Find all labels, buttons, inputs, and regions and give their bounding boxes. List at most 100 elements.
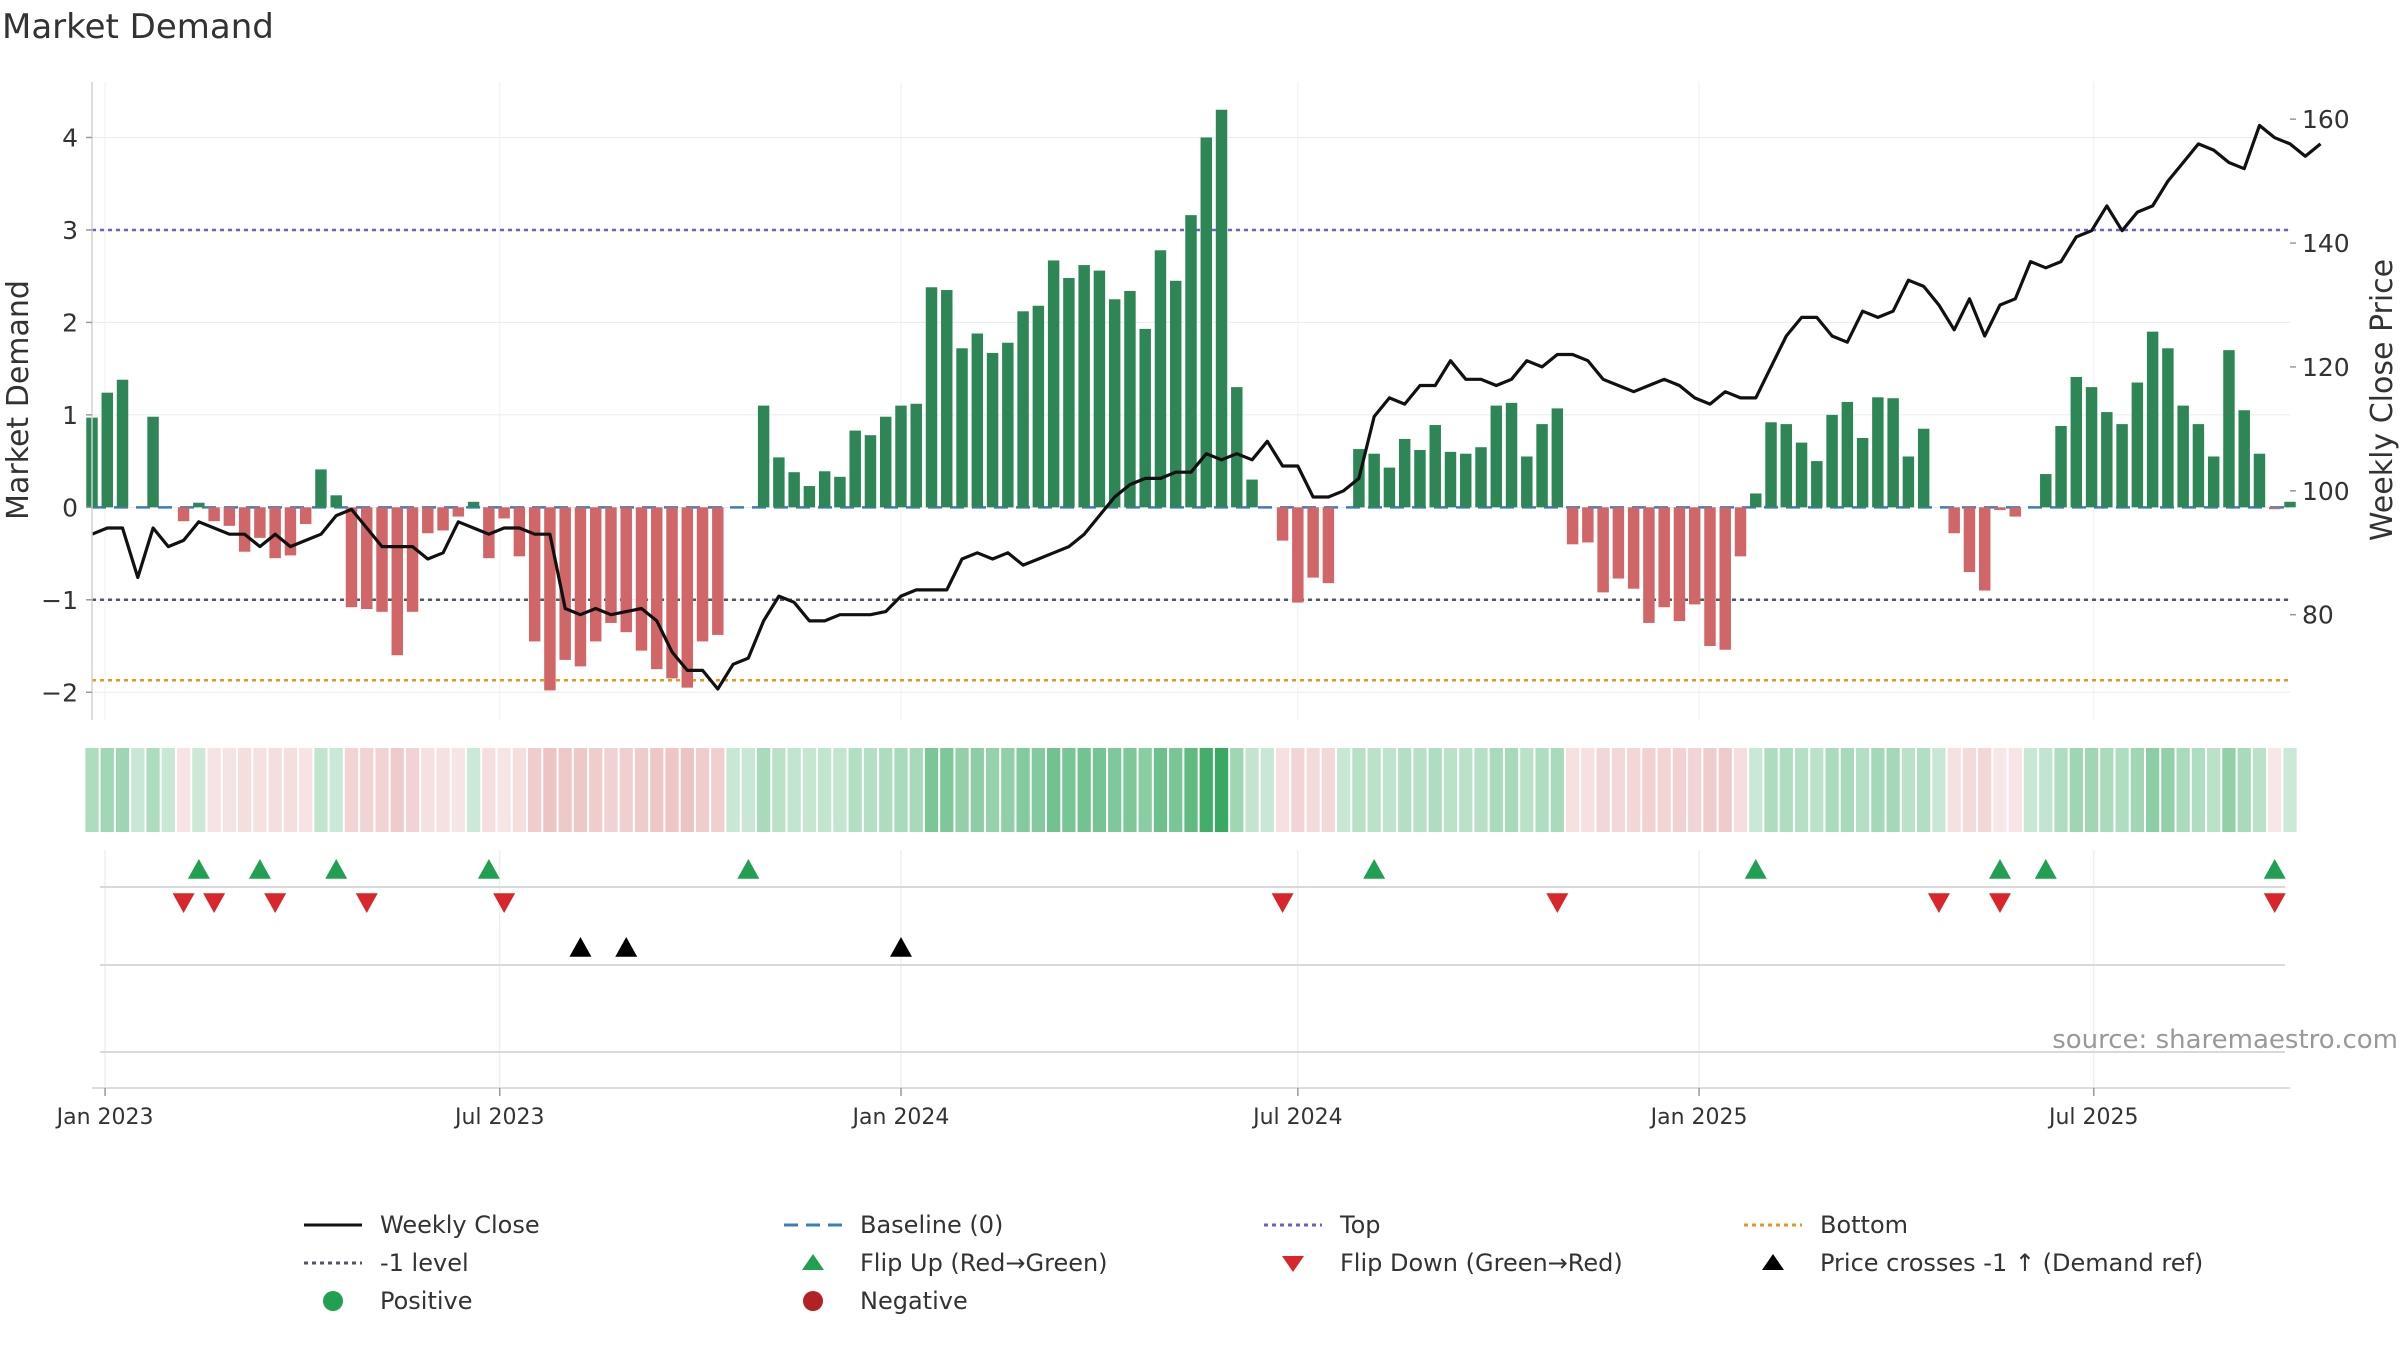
heat-cell — [1611, 748, 1626, 832]
positive-demand-bar — [1063, 278, 1075, 508]
positive-demand-bar — [2040, 474, 2052, 508]
heat-cell — [482, 748, 496, 832]
heat-cell — [1840, 748, 1854, 832]
positive-demand-bar — [2223, 350, 2235, 508]
positive-demand-bar — [1490, 405, 1503, 508]
triangle-up-icon — [1762, 1254, 1784, 1270]
positive-demand-bar — [2116, 424, 2128, 508]
heat-cell — [512, 748, 527, 832]
flip-down-marker — [203, 893, 226, 913]
heat-cell — [1886, 748, 1900, 832]
heat-cell — [100, 748, 114, 832]
heat-cell — [634, 748, 649, 832]
heat-cell — [833, 748, 847, 832]
positive-demand-bar — [1856, 437, 1869, 508]
flip-up-marker — [2263, 859, 2286, 879]
positive-demand-bar — [147, 416, 159, 508]
heat-cell — [1810, 748, 1824, 832]
x-tick-label: Jan 2025 — [1649, 1105, 1748, 1130]
heat-cell — [726, 748, 740, 832]
positive-demand-bar — [1414, 450, 1426, 508]
left-tick-label: −1 — [41, 586, 78, 615]
heat-cell — [161, 748, 175, 832]
positive-demand-bar — [1780, 424, 1793, 508]
positive-demand-bar — [895, 405, 907, 508]
negative-demand-bar — [620, 507, 632, 633]
heat-cell — [1718, 748, 1732, 832]
x-tick-label: Jul 2025 — [2047, 1105, 2139, 1130]
heat-cell — [665, 748, 679, 832]
heat-cell — [604, 748, 618, 832]
legend-label: -1 level — [380, 1249, 469, 1277]
triangle-down-icon — [1282, 1256, 1304, 1272]
heat-cell — [787, 748, 801, 832]
negative-demand-bar — [528, 507, 541, 642]
heat-cell — [1535, 748, 1549, 832]
heat-cell — [1978, 748, 1992, 832]
legend-negative: Negative — [780, 1282, 968, 1320]
heat-cell — [2130, 748, 2144, 832]
heat-cell — [1855, 748, 1870, 832]
heat-cell — [1825, 748, 1839, 832]
legend-label: Price crosses -1 ↑ (Demand ref) — [1820, 1249, 2204, 1277]
heat-cell — [1932, 748, 1946, 832]
legend-baseline: Baseline (0) — [780, 1206, 1003, 1244]
heat-cell — [680, 748, 694, 832]
heat-cell — [283, 748, 298, 832]
positive-demand-bar — [2070, 376, 2083, 508]
heat-cell — [863, 748, 878, 832]
positive-demand-bar — [788, 472, 800, 508]
negative-demand-bar — [345, 507, 358, 608]
flip-down-marker — [493, 893, 516, 913]
positive-demand-bar — [467, 501, 480, 508]
positive-demand-bar — [1475, 447, 1487, 508]
positive-demand-bar — [1139, 328, 1151, 508]
heat-cell — [466, 748, 481, 832]
negative-demand-bar — [284, 507, 297, 556]
heat-cell — [176, 748, 191, 832]
right-tick-label: 160 — [2302, 105, 2350, 134]
heat-cell — [222, 748, 237, 832]
heat-cell — [207, 748, 221, 832]
x-tick-label: Jul 2023 — [453, 1105, 545, 1130]
negative-demand-bar — [1307, 507, 1319, 578]
negative-demand-bar — [223, 507, 236, 526]
positive-demand-bar — [818, 471, 831, 508]
legend-top: Top — [1260, 1206, 1381, 1244]
legend-label: Weekly Close — [380, 1211, 540, 1239]
heat-cell — [85, 748, 99, 832]
positive-demand-bar — [1521, 456, 1533, 508]
positive-demand-bar — [1505, 402, 1518, 508]
heat-cell — [1749, 748, 1763, 832]
flip-down-marker — [264, 893, 287, 913]
positive-demand-bar — [1826, 414, 1838, 508]
source-note: source: sharemaestro.com — [2052, 1025, 2398, 1055]
heat-cell — [1169, 748, 1183, 832]
legend-bottom: Bottom — [1740, 1206, 1908, 1244]
positive-demand-bar — [971, 333, 984, 508]
heat-cell — [1947, 748, 1961, 832]
heat-cell — [146, 748, 160, 832]
legend-positive: Positive — [300, 1282, 473, 1320]
positive-demand-bar — [1460, 453, 1472, 508]
negative-demand-bar — [559, 507, 571, 660]
heat-cell — [970, 748, 984, 832]
heat-cell — [1291, 748, 1305, 832]
flip-up-marker — [325, 859, 348, 879]
heat-cell — [985, 748, 1000, 832]
positive-demand-bar — [1032, 305, 1045, 508]
heat-cell — [1428, 748, 1442, 832]
positive-demand-bar — [1078, 265, 1090, 508]
triangle-up-icon — [802, 1254, 824, 1270]
heat-cell — [1123, 748, 1137, 832]
heat-cell — [1642, 748, 1656, 832]
heat-cell — [1901, 748, 1916, 832]
heat-cell — [2207, 748, 2221, 832]
heat-cell — [1474, 748, 1488, 832]
heat-cell — [115, 748, 130, 832]
positive-demand-bar — [757, 405, 770, 508]
positive-demand-bar — [1200, 137, 1212, 508]
negative-demand-bar — [238, 507, 251, 552]
heat-cell — [1138, 748, 1152, 832]
heat-cell — [131, 748, 145, 832]
